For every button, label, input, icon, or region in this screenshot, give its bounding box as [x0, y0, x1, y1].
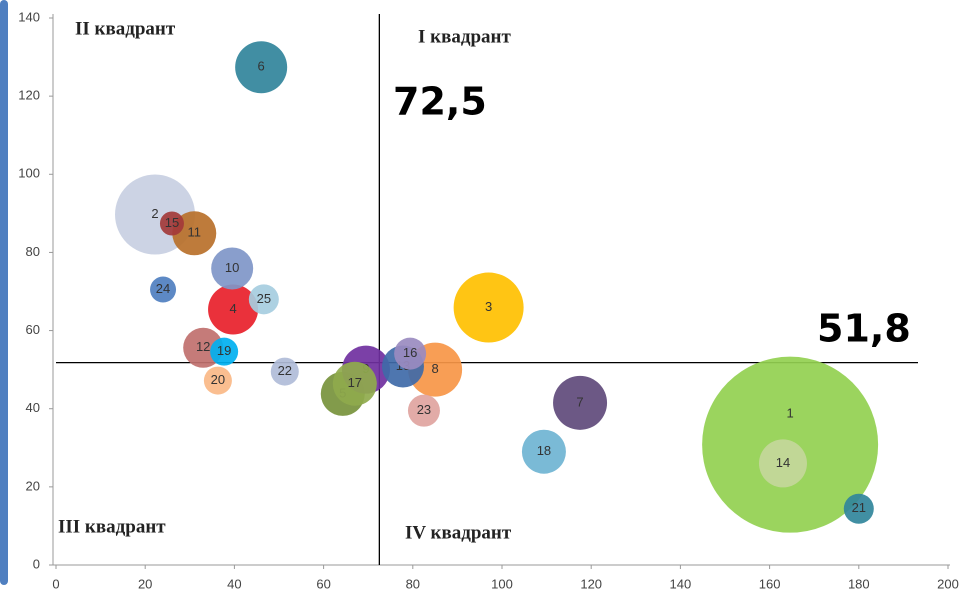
bubble-label: 4	[229, 301, 236, 316]
bubble	[453, 272, 524, 343]
y-tick-label: 140	[18, 9, 40, 24]
y-tick-label: 20	[26, 478, 40, 493]
bubble	[521, 429, 566, 474]
quadrant-label: II квадрант	[75, 18, 176, 39]
x-tick-label: 40	[227, 576, 241, 591]
bubble-label: 22	[278, 363, 292, 378]
bubble	[159, 211, 184, 236]
bubble	[235, 41, 288, 94]
y-tick-label: 40	[26, 400, 40, 415]
x-tick-label: 20	[138, 576, 152, 591]
bubble-label: 10	[225, 260, 239, 275]
x-tick-label: 0	[52, 576, 59, 591]
annotation: 72,5	[393, 80, 487, 124]
bubble	[203, 366, 232, 395]
bubble-label: 19	[217, 343, 231, 358]
x-tick-label: 160	[759, 576, 781, 591]
x-tick-label: 100	[491, 576, 513, 591]
bubble-label: 18	[537, 443, 551, 458]
bubble-label: 7	[576, 394, 583, 409]
bubble-label: 16	[403, 345, 417, 360]
bubble	[211, 247, 254, 290]
bubble-label: 3	[485, 299, 492, 314]
x-tick-label: 80	[406, 576, 420, 591]
bubble-label: 21	[852, 500, 866, 515]
quadrant-label: IV квадрант	[405, 522, 512, 543]
bubble-label: 15	[165, 215, 179, 230]
bubble-label: 6	[258, 59, 265, 74]
x-tick-label: 60	[316, 576, 330, 591]
bubble-label: 17	[348, 375, 362, 390]
y-tick-label: 60	[26, 322, 40, 337]
x-tick-label: 140	[670, 576, 692, 591]
bubble	[210, 337, 239, 366]
y-tick-label: 80	[26, 244, 40, 259]
bubble-label: 2	[151, 206, 158, 221]
bubble	[843, 493, 874, 524]
bubble	[332, 361, 377, 406]
quadrant-label: III квадрант	[58, 516, 166, 537]
bubble-label: 23	[417, 402, 431, 417]
bubble-label: 14	[776, 455, 790, 470]
y-tick-label: 0	[33, 556, 40, 571]
annotation: 51,8	[817, 307, 911, 351]
side-bar	[0, 0, 8, 585]
bubble-label: 24	[156, 281, 170, 296]
x-tick-label: 120	[580, 576, 602, 591]
x-tick-label: 200	[937, 576, 959, 591]
quadrant-label: I квадрант	[418, 26, 511, 47]
y-tick-label: 120	[18, 88, 40, 103]
bubble-label: 11	[188, 225, 202, 240]
bubble	[270, 357, 299, 386]
bubble	[394, 337, 427, 370]
bubble	[150, 276, 177, 303]
bubble-label: 8	[431, 361, 438, 376]
bubble-label: 1	[786, 405, 793, 420]
bubble-label: 20	[211, 372, 225, 387]
bubble	[248, 284, 279, 315]
y-tick-label: 100	[18, 166, 40, 181]
bubble	[758, 439, 807, 488]
x-tick-label: 180	[848, 576, 870, 591]
bubble	[407, 394, 440, 427]
bubble-label: 12	[196, 339, 210, 354]
bubble-label: 25	[257, 291, 271, 306]
bubble	[208, 284, 259, 335]
bubble	[553, 375, 608, 430]
